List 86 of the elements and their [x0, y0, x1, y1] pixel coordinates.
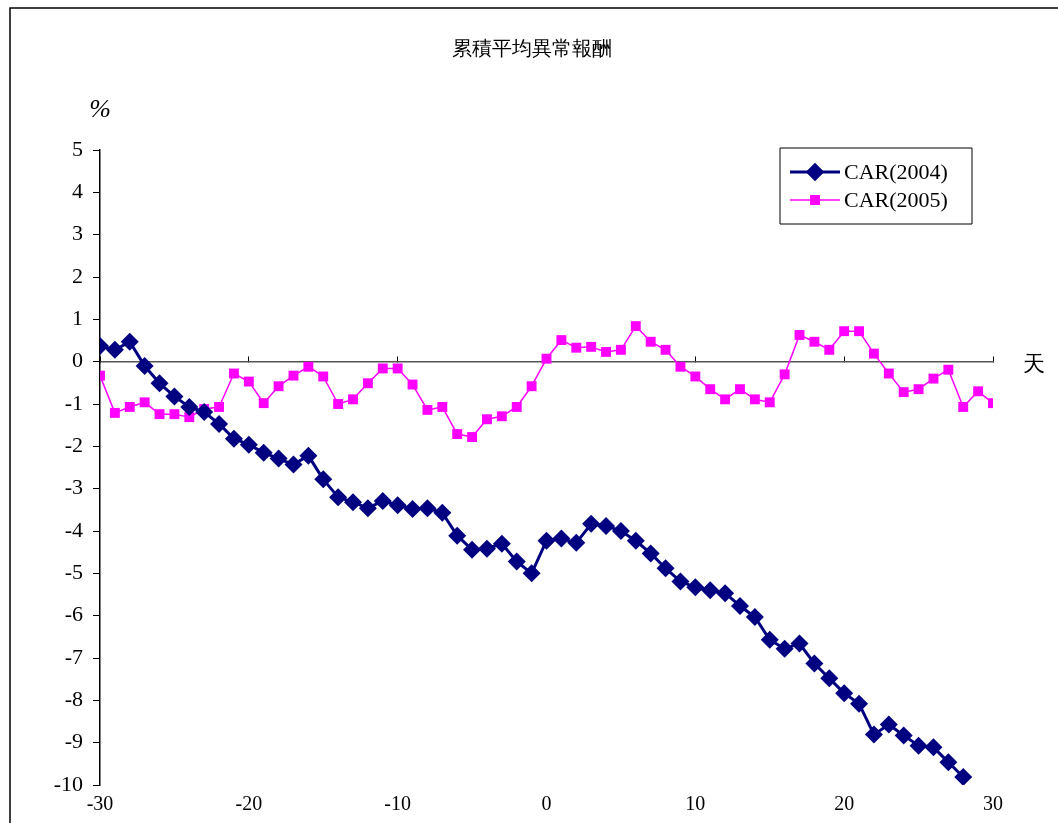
point — [269, 449, 288, 468]
point — [939, 753, 958, 772]
point — [850, 694, 869, 713]
point — [239, 435, 258, 454]
point — [165, 387, 184, 406]
point — [210, 414, 229, 433]
x-tick-label: 20 — [834, 792, 855, 815]
point — [135, 356, 154, 375]
legend-label: CAR(2005) — [844, 186, 948, 212]
point — [582, 514, 601, 533]
point — [835, 684, 854, 703]
y-tick-label: 0 — [72, 347, 83, 373]
point — [299, 446, 318, 465]
point — [924, 738, 943, 757]
point — [180, 397, 199, 416]
point — [224, 429, 243, 448]
y-tick-label: -7 — [64, 643, 83, 669]
y-tick-label: -4 — [64, 516, 83, 542]
point — [567, 533, 586, 552]
y-tick-label: -10 — [53, 770, 83, 796]
point — [805, 654, 824, 673]
y-tick-label: -8 — [64, 686, 83, 712]
x-tick-label: 0 — [541, 792, 552, 815]
point — [686, 578, 705, 597]
point — [284, 455, 303, 474]
point — [597, 516, 616, 535]
point — [894, 726, 913, 745]
point — [433, 503, 452, 522]
point — [552, 529, 571, 548]
point — [150, 374, 169, 393]
point — [373, 491, 392, 510]
chart-title: 累積平均異常報酬 — [452, 37, 612, 60]
point — [344, 493, 363, 512]
point — [388, 496, 407, 515]
point — [448, 526, 467, 545]
y-tick-label: -2 — [64, 432, 83, 458]
y-tick-label: 5 — [72, 135, 83, 161]
point — [730, 596, 749, 615]
point — [954, 767, 973, 785]
point — [418, 499, 437, 518]
y-tick-label: 3 — [72, 220, 83, 246]
x-tick-label: 30 — [983, 792, 1003, 815]
point — [477, 539, 496, 558]
point — [492, 534, 511, 553]
y-tick-label: 2 — [72, 262, 83, 288]
point — [626, 531, 645, 550]
y-tick-label: 4 — [72, 178, 83, 204]
point — [701, 581, 720, 600]
point — [745, 607, 764, 626]
legend-label: CAR(2004) — [844, 158, 948, 184]
y-tick-label: -5 — [64, 559, 83, 585]
point — [909, 736, 928, 755]
point — [864, 725, 883, 744]
y-tick-label: 1 — [72, 305, 83, 331]
point — [671, 572, 690, 591]
y-tick-label: -6 — [64, 601, 83, 627]
x-tick-label: 10 — [685, 792, 706, 815]
point — [358, 499, 377, 518]
y-tick-label: -1 — [64, 389, 83, 415]
point — [656, 559, 675, 578]
point — [254, 443, 273, 462]
point — [641, 544, 660, 563]
y-tick-label: -3 — [64, 474, 83, 500]
x-tick-label: -30 — [86, 792, 114, 815]
point — [105, 340, 124, 359]
point — [522, 564, 541, 583]
point — [120, 332, 139, 351]
x-axis-title: 天 — [1023, 351, 1045, 377]
point — [716, 584, 735, 603]
x-tick-label: -20 — [235, 792, 263, 815]
y-axis-title: % — [89, 93, 111, 123]
point — [314, 470, 333, 489]
y-tick-label: -9 — [64, 728, 83, 754]
point — [329, 488, 348, 507]
point — [611, 522, 630, 540]
point — [790, 634, 809, 653]
point — [403, 499, 422, 518]
point — [463, 540, 482, 559]
point — [820, 669, 839, 688]
x-tick-label: -10 — [384, 792, 411, 815]
point — [195, 403, 214, 422]
point — [537, 531, 556, 550]
point — [507, 552, 526, 571]
point — [775, 639, 794, 658]
point — [760, 630, 779, 649]
point — [879, 715, 898, 734]
